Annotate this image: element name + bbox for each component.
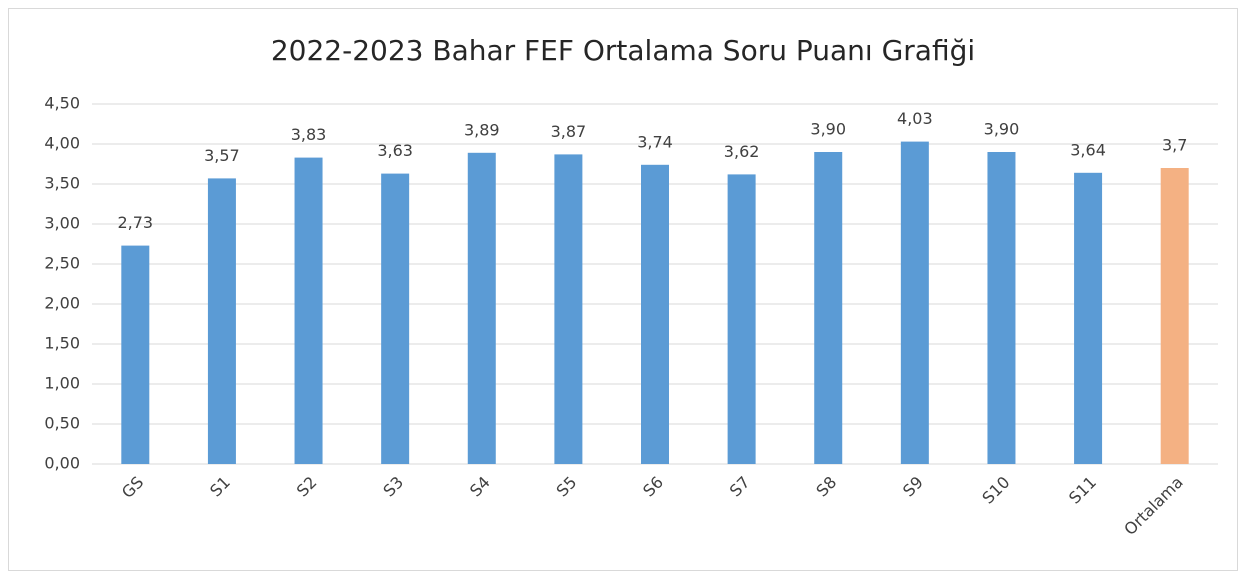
y-tick-label: 4,50 [44, 94, 80, 113]
data-label: 2,73 [117, 213, 153, 232]
y-tick-label: 3,00 [44, 214, 80, 233]
y-tick-label: 2,00 [44, 294, 80, 313]
chart-title: 2022-2023 Bahar FEF Ortalama Soru Puanı … [271, 34, 975, 67]
data-label: 3,90 [984, 120, 1020, 139]
data-label: 3,90 [810, 120, 846, 139]
chart-border [8, 8, 1238, 571]
bar [987, 152, 1016, 464]
bar [1160, 168, 1189, 464]
y-tick-label: 3,50 [44, 174, 80, 193]
data-label: 3,7 [1162, 136, 1187, 155]
y-tick-label: 0,00 [44, 454, 80, 473]
y-tick-label: 1,50 [44, 334, 80, 353]
y-tick-label: 1,00 [44, 374, 80, 393]
bar [900, 141, 929, 464]
y-tick-label: 2,50 [44, 254, 80, 273]
data-label: 3,62 [724, 142, 760, 161]
bar [294, 157, 323, 464]
bar [467, 152, 496, 465]
data-label: 3,64 [1070, 140, 1106, 159]
data-label: 3,89 [464, 120, 500, 139]
data-label: 3,74 [637, 132, 673, 151]
y-tick-label: 4,00 [44, 134, 80, 153]
bar [381, 173, 410, 464]
data-label: 3,63 [377, 141, 413, 160]
data-label: 4,03 [897, 109, 933, 128]
bar [207, 178, 236, 464]
data-label: 3,57 [204, 146, 240, 165]
bar [554, 154, 583, 464]
y-tick-label: 0,50 [44, 414, 80, 433]
bar [1074, 172, 1103, 465]
bar [641, 164, 669, 465]
bar [814, 152, 843, 464]
bar [727, 174, 756, 464]
data-label: 3,87 [551, 122, 587, 141]
data-label: 3,83 [291, 125, 327, 144]
bar [121, 245, 150, 464]
